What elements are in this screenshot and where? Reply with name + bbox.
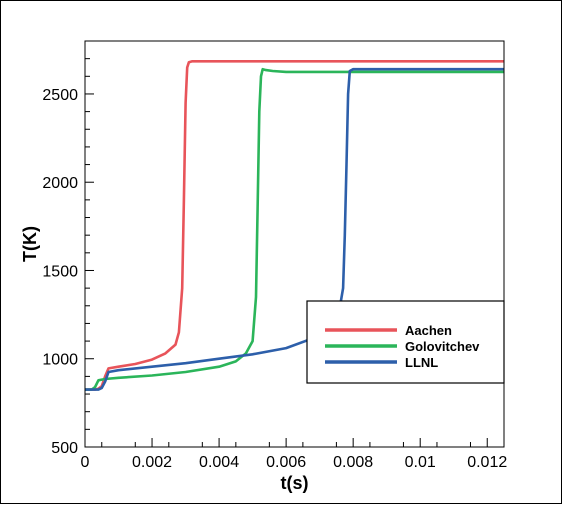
x-tick-label: 0.006 — [266, 454, 306, 471]
x-tick-label: 0.002 — [132, 454, 172, 471]
x-tick-label: 0.004 — [199, 454, 239, 471]
y-tick-label: 1000 — [42, 352, 78, 369]
legend-label-llnl: LLNL — [405, 355, 438, 370]
x-tick-label: 0.008 — [333, 454, 373, 471]
x-tick-label: 0 — [81, 454, 90, 471]
axis-layer: 0 0.002 0.004 0.006 0.008 0.01 0.012 500 1000 150… — [42, 58, 507, 471]
x-tick-label: 0.012 — [467, 454, 507, 471]
x-axis-label: t(s) — [281, 473, 309, 493]
legend-label-aachen: Aachen — [405, 323, 452, 338]
y-tick-label: 1500 — [42, 263, 78, 280]
legend-box — [306, 300, 505, 384]
legend-label-golovitchev: Golovitchev — [405, 339, 480, 354]
y-tick-label: 2500 — [42, 87, 78, 104]
x-tick-label: 0.01 — [405, 454, 436, 471]
y-tick-label: 500 — [51, 440, 78, 457]
plot-area-border — [84, 40, 505, 448]
series-line-golovitchev — [85, 67, 504, 391]
y-axis-label: T(K) — [20, 226, 40, 262]
y-tick-label: 2000 — [42, 175, 78, 192]
